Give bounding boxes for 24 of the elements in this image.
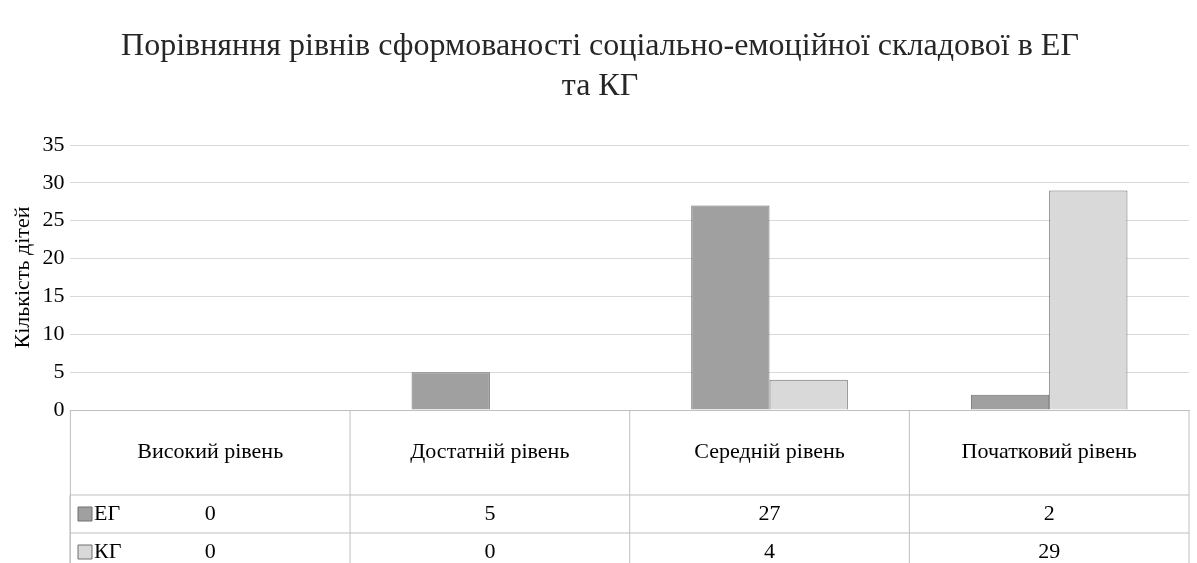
y-tick-label: 30	[42, 168, 65, 194]
data-label: 0	[204, 499, 216, 525]
data-label: 27	[758, 499, 781, 525]
data-label: 29	[1038, 537, 1061, 563]
chart-title: Порівняння рівнів сформованості соціально-емоційної складової в ЕГ та КГ	[120, 25, 1080, 104]
y-axis-title: Кількість дітей	[8, 206, 34, 349]
x-tick-label: Високий рівень	[137, 438, 284, 464]
y-tick-label: 10	[42, 320, 65, 346]
y-tick-label: 15	[42, 282, 65, 308]
y-tick-label: 5	[53, 357, 65, 383]
x-tick-label: Початковий рівень	[961, 438, 1137, 464]
data-label: 2	[1043, 499, 1055, 525]
data-label: 4	[764, 537, 776, 563]
y-tick-label: 0	[53, 395, 65, 421]
x-tick-label: Достатній рівень	[410, 438, 570, 464]
data-label: 0	[204, 537, 216, 563]
y-tick-label: 20	[42, 244, 65, 270]
legend-label: КГ	[94, 537, 122, 563]
x-tick-label: Середній рівень	[694, 438, 845, 464]
y-tick-label: 35	[42, 130, 65, 156]
data-label: 0	[484, 537, 496, 563]
y-tick-label: 25	[42, 206, 65, 232]
legend-label: ЕГ	[94, 499, 121, 525]
data-label: 5	[484, 499, 496, 525]
